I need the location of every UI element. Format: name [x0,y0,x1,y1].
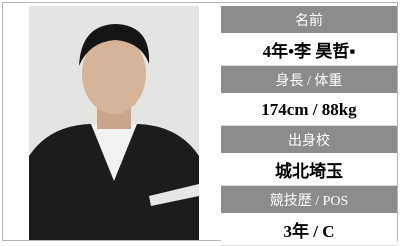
row-value: 3年 / C [221,214,397,246]
row-label: 競技歴 / POS [221,186,397,214]
page: 名前4年•李 昊哲▪身長 / 体重174cm / 88kg出身校城北埼玉競技歴 … [0,0,402,245]
row-label: 出身校 [221,126,397,154]
row-value: 城北埼玉 [221,154,397,186]
row-value: 174cm / 88kg [221,94,397,126]
row-label: 身長 / 体重 [221,66,397,94]
row-value: 4年•李 昊哲▪ [221,34,397,66]
player-photo [29,6,199,240]
row-label: 名前 [221,6,397,34]
